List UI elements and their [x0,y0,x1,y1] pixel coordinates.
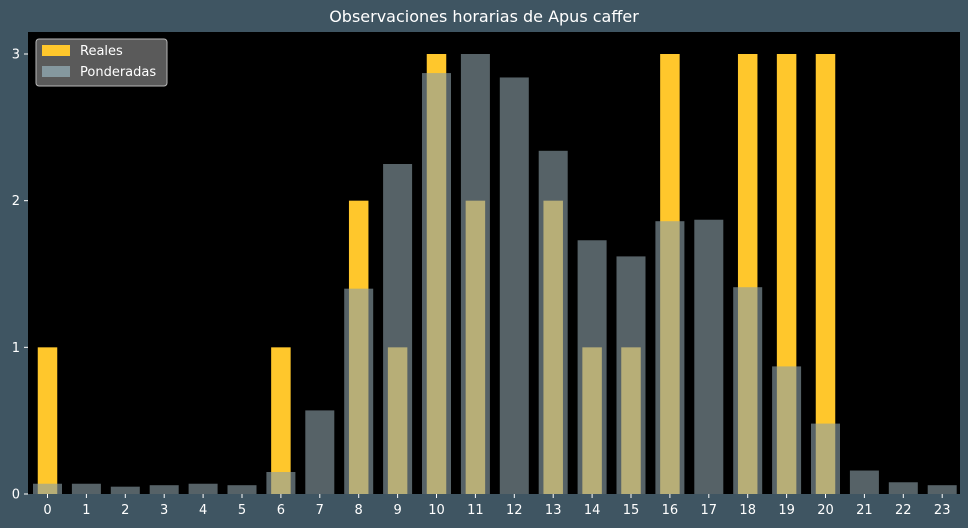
bar-ponderadas-23 [927,485,957,494]
x-tick-label-10: 10 [428,503,445,518]
x-tick-label-19: 19 [778,503,795,518]
bar-ponderadas-6 [266,472,296,494]
bar-ponderadas-18 [733,287,763,494]
x-axis: 0 1 2 3 4 5 6 7 8 9 10 11 12 13 14 15 16 17 18 19 20 21 22 23 [43,494,950,518]
x-tick-label-5: 5 [238,503,246,518]
legend-swatch-reales [42,45,70,56]
x-tick-label-20: 20 [817,503,834,518]
bar-ponderadas-21 [849,470,879,494]
x-tick-label-15: 15 [623,503,640,518]
bar-ponderadas-2 [110,486,140,494]
x-tick-label-12: 12 [506,503,523,518]
x-tick-label-3: 3 [160,503,168,518]
y-tick-label-0: 0 [12,488,20,503]
x-tick-label-6: 6 [277,503,285,518]
bar-ponderadas-4 [188,483,218,494]
bar-reales-0 [37,347,58,494]
bar-ponderadas-11 [460,54,490,494]
bar-ponderadas-19 [772,366,802,494]
bar-reales-20 [815,54,836,494]
x-tick-label-22: 22 [895,503,912,518]
bar-ponderadas-10 [422,73,451,495]
bar-ponderadas-7 [305,410,335,494]
bar-ponderadas-9 [383,164,413,494]
x-tick-label-18: 18 [739,503,756,518]
bar-ponderadas-22 [888,482,918,494]
bar-ponderadas-12 [499,77,529,494]
bar-ponderadas-15 [616,256,646,494]
bar-ponderadas-17 [694,219,724,494]
y-tick-label-3: 3 [12,48,20,63]
bar-ponderadas-3 [149,485,179,494]
x-tick-label-7: 7 [316,503,324,518]
x-tick-label-21: 21 [856,503,873,518]
x-tick-label-17: 17 [701,503,718,518]
bar-ponderadas-16 [655,221,685,494]
x-tick-label-14: 14 [584,503,601,518]
x-tick-label-1: 1 [82,503,90,518]
x-tick-label-11: 11 [467,503,484,518]
bar-ponderadas-1 [71,483,101,494]
legend: Reales Ponderadas [35,38,168,87]
x-tick-label-16: 16 [662,503,679,518]
y-tick-label-2: 2 [12,194,20,209]
bar-reales-6 [271,347,291,494]
y-axis: 0 1 2 3 [12,48,28,503]
y-tick-label-1: 1 [12,341,20,356]
x-tick-label-0: 0 [43,503,51,518]
bar-ponderadas-20 [811,423,840,494]
plot-area [28,32,960,494]
x-tick-label-23: 23 [934,503,951,518]
bar-ponderadas-14 [577,240,607,494]
x-tick-label-8: 8 [355,503,363,518]
bar-ponderadas-13 [538,150,568,495]
series-ponderadas [33,54,957,495]
legend-label-ponderadas: Ponderadas [80,65,156,80]
x-tick-label-13: 13 [545,503,562,518]
legend-swatch-ponderadas [42,66,70,77]
bar-ponderadas-0 [33,483,62,494]
x-tick-label-4: 4 [199,503,207,518]
bar-ponderadas-5 [227,485,257,494]
x-tick-label-2: 2 [121,503,129,518]
x-tick-label-9: 9 [393,503,401,518]
legend-label-reales: Reales [80,44,123,59]
bar-ponderadas-8 [344,288,374,494]
chart-title: Observaciones horarias de Apus caffer [329,7,639,26]
